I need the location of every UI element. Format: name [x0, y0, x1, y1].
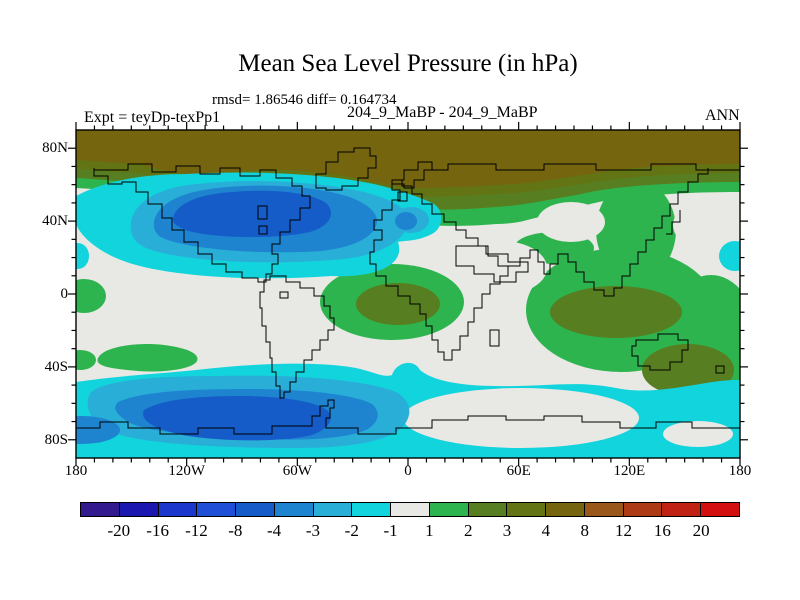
- coast-island: [279, 291, 289, 299]
- colorbar-segment: [119, 503, 159, 516]
- colorbar-level-label: -2: [344, 521, 359, 540]
- lat-tick-label: 40N: [42, 213, 68, 229]
- experiment-label: Expt = teyDp-texPp1: [84, 109, 221, 126]
- coast-south-east-asia: [508, 168, 709, 297]
- coast-island: [489, 329, 500, 347]
- comparison-label: 204_9_MaBP - 204_9_MaBP: [347, 104, 538, 121]
- colorbar-level-label: 1: [425, 521, 434, 540]
- colorbar-segment: [468, 503, 508, 516]
- coast-arctic-eurasia: [432, 163, 740, 171]
- lon-tick-label: 60W: [282, 463, 312, 479]
- colorbar-level-label: -1: [383, 521, 398, 540]
- coast-inland-sea: [455, 245, 529, 283]
- colorbar-segment: [197, 503, 237, 516]
- region-brazil-olive-core: [356, 283, 440, 325]
- coast-north-america: [93, 163, 311, 283]
- colorbar-level-label: -3: [305, 521, 321, 540]
- colorbar-level-label: 16: [653, 521, 671, 540]
- colorbar-segment: [81, 503, 120, 516]
- coast-australia: [631, 333, 689, 371]
- stats-line: rmsd= 1.86546 diff= 0.164734: [212, 92, 397, 108]
- region-south-midlat-green-streak: [97, 344, 198, 372]
- region-east-siberia-gray: [673, 197, 740, 253]
- coast-greenland: [315, 147, 377, 191]
- colorbar: [80, 502, 740, 517]
- coast-japan: [666, 210, 681, 235]
- coast-antarctica: [76, 399, 740, 435]
- lat-tick-label: 0: [60, 286, 69, 302]
- page-title: Mean Sea Level Pressure (in hPa): [238, 50, 578, 77]
- colorbar-segment: [236, 503, 275, 516]
- colorbar-segment: [507, 503, 547, 516]
- season-label: ANN: [705, 107, 740, 124]
- colorbar-level-label: 8: [580, 521, 589, 540]
- contour-fills: [76, 130, 740, 458]
- colorbar-segment: [158, 503, 198, 516]
- colorbar-level-label: 3: [502, 521, 512, 540]
- coast-south-america: [259, 275, 335, 399]
- colorbar-segment: [701, 503, 740, 516]
- lon-tick-label: 180: [728, 463, 752, 479]
- colorbar-segment: [546, 503, 585, 516]
- colorbar-level-label: 4: [541, 521, 551, 540]
- colorbar-segment: [352, 503, 392, 516]
- region-westedge-equator-green: [76, 279, 106, 313]
- colorbar-level-label: -8: [228, 521, 243, 540]
- region-africa-olive-core: [550, 286, 682, 338]
- coast-island: [257, 205, 268, 220]
- region-natlantic-tongue-blue: [395, 212, 417, 230]
- colorbar-level-label: -20: [107, 521, 131, 540]
- region-sahara-gray: [455, 241, 547, 295]
- colorbar-level-label: 20: [692, 521, 710, 540]
- colorbar-level-label: -4: [267, 521, 282, 540]
- colorbar-level-label: -16: [146, 521, 169, 540]
- region-central-asia-gray: [537, 202, 605, 242]
- colorbar-level-label: 12: [615, 521, 633, 540]
- coast-europe-africa: [369, 179, 509, 361]
- colorbar-segment: [623, 503, 663, 516]
- region-arctic-brown-band: [76, 130, 740, 188]
- region-southwest-corner-blue: [76, 416, 120, 444]
- lon-tick-label: 60E: [506, 463, 531, 479]
- lat-tick-label: 80N: [42, 140, 68, 156]
- colorbar-level-label: 2: [463, 521, 473, 540]
- region-npacific-darkblue-core: [173, 190, 332, 238]
- colorbar-level-label: -12: [185, 521, 208, 540]
- axis-ticks: [68, 122, 748, 466]
- lon-tick-label: 120W: [168, 463, 206, 479]
- colorbar-segment: [391, 503, 430, 516]
- region-antarctica-gray-east: [663, 421, 733, 447]
- colorbar-segment: [584, 503, 624, 516]
- region-eastedge-cyan: [719, 241, 740, 271]
- region-westedge-south-green: [76, 350, 96, 370]
- colorbar-segment: [274, 503, 314, 516]
- coast-island: [258, 225, 268, 235]
- region-antarctica-gray: [403, 388, 639, 448]
- contour-map: [68, 122, 748, 466]
- lat-tick-label: 80S: [44, 432, 68, 448]
- colorbar-segment: [662, 503, 702, 516]
- coast-island: [397, 191, 408, 202]
- coast-scandinavia: [392, 161, 433, 189]
- region-spacific-darkblue-core: [143, 396, 331, 441]
- lat-tick-label: 40S: [44, 359, 68, 375]
- coastlines: [76, 147, 740, 435]
- coast-island: [715, 365, 725, 374]
- map-frame: [75, 129, 741, 459]
- colorbar-segment: [429, 503, 469, 516]
- colorbar-segment: [313, 503, 353, 516]
- lon-tick-label: 0: [404, 463, 412, 479]
- region-westedge-cyan: [76, 243, 89, 269]
- lon-tick-label: 180: [64, 463, 88, 479]
- lon-tick-label: 120E: [613, 463, 646, 479]
